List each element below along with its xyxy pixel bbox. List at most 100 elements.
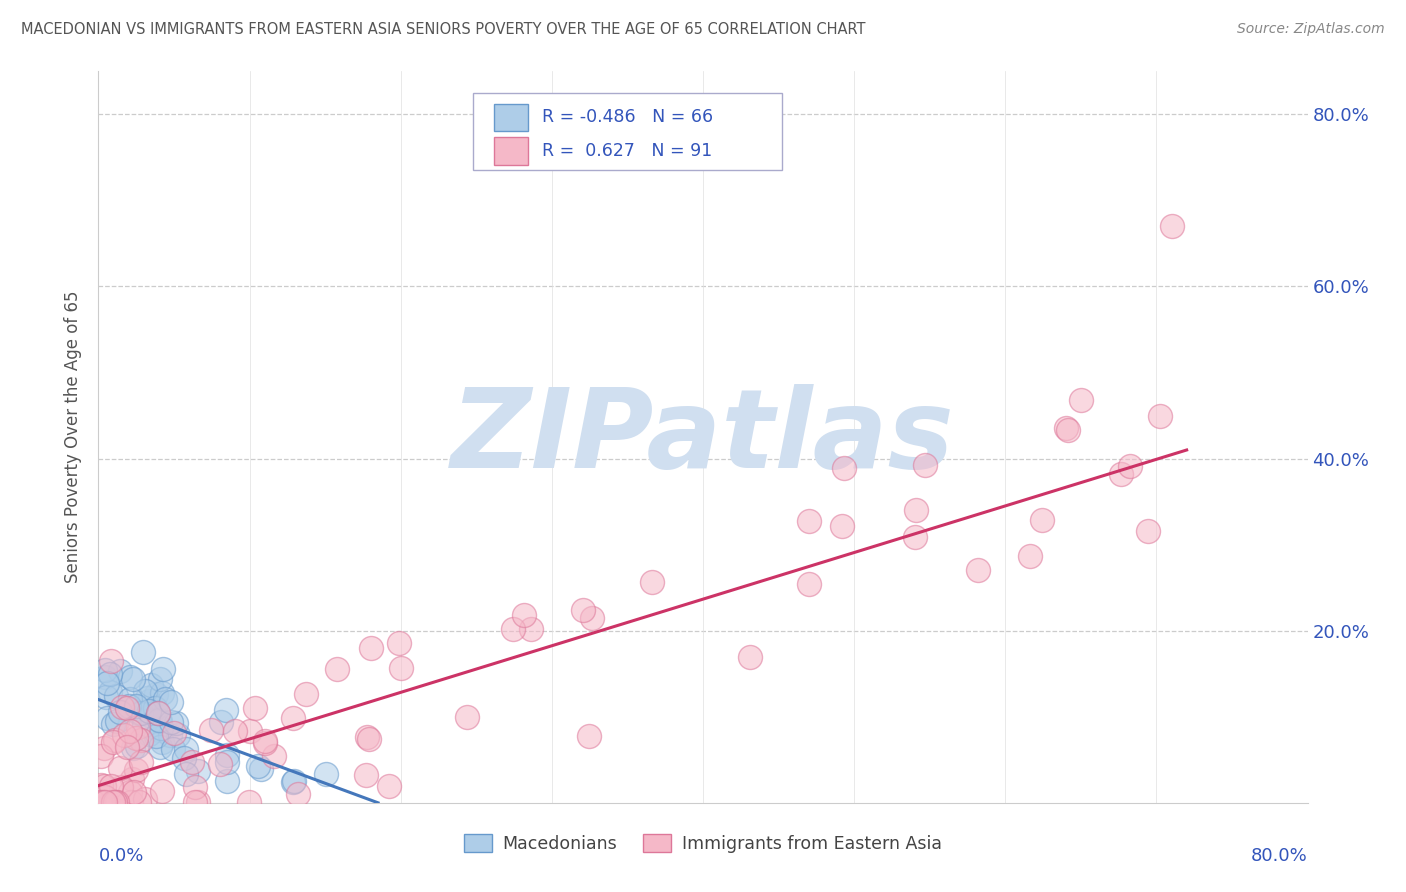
Point <box>799 514 821 528</box>
Point <box>122 672 145 686</box>
Point <box>159 727 181 741</box>
Point <box>904 503 927 517</box>
Point <box>138 694 160 708</box>
Point <box>966 563 988 577</box>
Point <box>131 706 153 721</box>
Point <box>138 704 160 718</box>
Text: Source: ZipAtlas.com: Source: ZipAtlas.com <box>1237 22 1385 37</box>
Text: R =  0.627   N = 91: R = 0.627 N = 91 <box>543 142 713 160</box>
Point <box>139 678 162 692</box>
Point <box>94 795 117 809</box>
Point <box>143 700 166 714</box>
Point <box>105 714 128 729</box>
Point <box>238 795 260 809</box>
Point <box>131 645 153 659</box>
Point <box>502 622 524 636</box>
Point <box>325 662 347 676</box>
Text: ZIPatlas: ZIPatlas <box>451 384 955 491</box>
Text: 80.0%: 80.0% <box>1251 847 1308 864</box>
Point <box>122 785 145 799</box>
Point <box>149 721 172 735</box>
Point <box>101 795 124 809</box>
Point <box>162 741 184 756</box>
Point <box>184 780 207 794</box>
Point <box>283 774 305 789</box>
Point <box>797 576 820 591</box>
Point <box>120 692 142 706</box>
Point <box>152 662 174 676</box>
Point <box>215 703 238 717</box>
Point <box>166 728 188 742</box>
Point <box>149 714 172 728</box>
Point <box>578 729 600 743</box>
Point <box>243 701 266 715</box>
Point <box>125 739 148 753</box>
Point <box>1019 549 1042 563</box>
Point <box>165 715 187 730</box>
Point <box>208 757 231 772</box>
Point <box>281 711 304 725</box>
Point <box>160 695 183 709</box>
Point <box>145 687 167 701</box>
Point <box>281 775 304 789</box>
Point <box>98 685 121 699</box>
Point <box>98 667 121 681</box>
Point <box>163 726 186 740</box>
Point <box>148 714 170 728</box>
Point <box>91 795 114 809</box>
Point <box>360 640 382 655</box>
Point <box>217 747 239 762</box>
Point <box>120 795 142 809</box>
Point <box>831 518 853 533</box>
Point <box>217 774 239 789</box>
Point <box>1160 219 1182 234</box>
Point <box>1136 524 1159 538</box>
Point <box>134 684 156 698</box>
Point <box>112 728 135 742</box>
Point <box>96 711 118 725</box>
Point <box>127 720 149 734</box>
Point <box>239 723 262 738</box>
Point <box>1056 423 1078 437</box>
Point <box>89 795 111 809</box>
Point <box>738 650 761 665</box>
Point <box>149 672 172 686</box>
Point <box>94 690 117 704</box>
Point <box>101 717 124 731</box>
Point <box>146 706 169 720</box>
Point <box>263 749 285 764</box>
Point <box>174 767 197 781</box>
Point <box>134 792 156 806</box>
Point <box>187 795 209 809</box>
Point <box>173 751 195 765</box>
Point <box>388 636 411 650</box>
Point <box>581 610 603 624</box>
Point <box>118 670 141 684</box>
Point <box>456 709 478 723</box>
Point <box>378 779 401 793</box>
FancyBboxPatch shape <box>494 137 527 165</box>
Point <box>129 732 152 747</box>
Point <box>128 795 150 809</box>
Point <box>93 670 115 684</box>
Text: R = -0.486   N = 66: R = -0.486 N = 66 <box>543 109 713 127</box>
Point <box>1109 467 1132 481</box>
Point <box>118 718 141 732</box>
Point <box>150 783 173 797</box>
Point <box>115 739 138 754</box>
Point <box>96 676 118 690</box>
Point <box>138 727 160 741</box>
Point <box>100 795 122 809</box>
Point <box>118 701 141 715</box>
Point <box>125 698 148 713</box>
Point <box>209 715 232 730</box>
Point <box>1031 513 1053 527</box>
Point <box>110 665 132 679</box>
Point <box>93 779 115 793</box>
Point <box>94 663 117 677</box>
Point <box>153 691 176 706</box>
Point <box>125 731 148 745</box>
Point <box>145 729 167 743</box>
Point <box>148 723 170 737</box>
Legend: Macedonians, Immigrants from Eastern Asia: Macedonians, Immigrants from Eastern Asi… <box>457 827 949 860</box>
